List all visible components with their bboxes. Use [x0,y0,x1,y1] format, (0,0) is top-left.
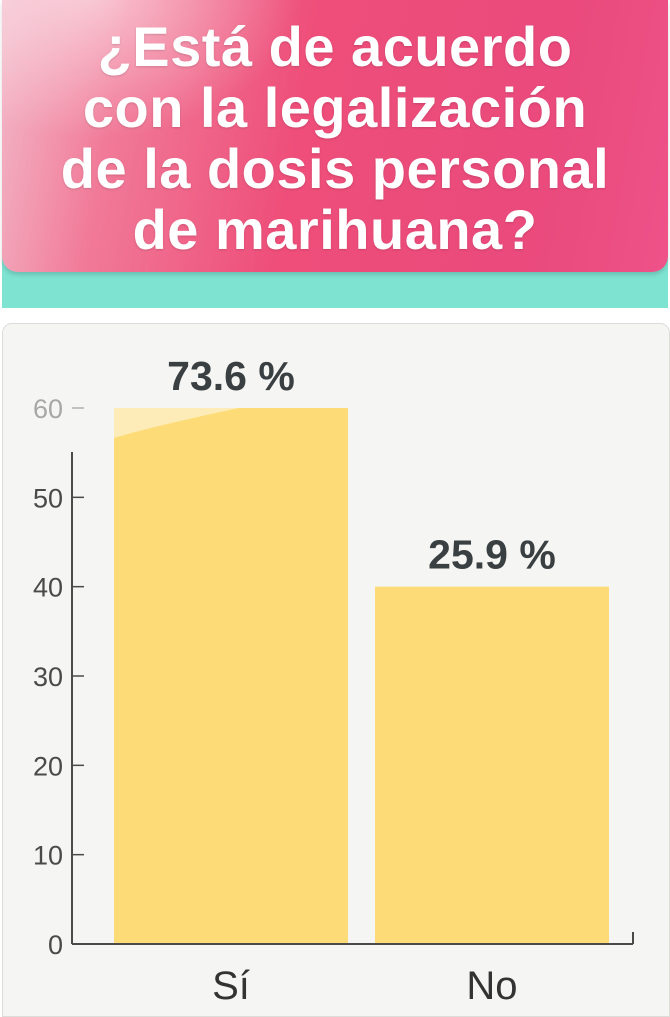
bar-si [114,408,348,944]
y-tick-label-0: 0 [48,930,63,960]
title-line-4: de marihuana? [132,198,538,261]
category-label-si: Sí [212,964,250,1008]
y-tick-label-40: 40 [33,573,63,603]
question-banner: ¿Está de acuerdo con la legalización de … [2,0,668,272]
y-tick-label-10: 10 [33,841,63,871]
chart-panel: 73.6 % Sí 25.9 % No 0 10 20 30 40 50 60 [2,323,670,1017]
title-line-3: de la dosis personal [60,137,610,200]
y-tick-label-20: 20 [33,751,63,781]
y-tick-label-50: 50 [33,483,63,513]
data-label-si: 73.6 % [167,353,295,399]
data-label-no: 25.9 % [428,532,556,578]
title-line-2: con la legalización [82,76,588,139]
y-tick-label-60: 60 [33,394,63,424]
bar-chart: 73.6 % Sí 25.9 % No 0 10 20 30 40 50 60 [33,353,634,1008]
bar-highlight [114,408,239,438]
y-tick-label-30: 30 [33,662,63,692]
page-title: ¿Está de acuerdo con la legalización de … [2,0,668,260]
bar-no [375,586,609,944]
category-label-no: No [466,964,517,1008]
title-line-1: ¿Está de acuerdo [97,15,573,78]
